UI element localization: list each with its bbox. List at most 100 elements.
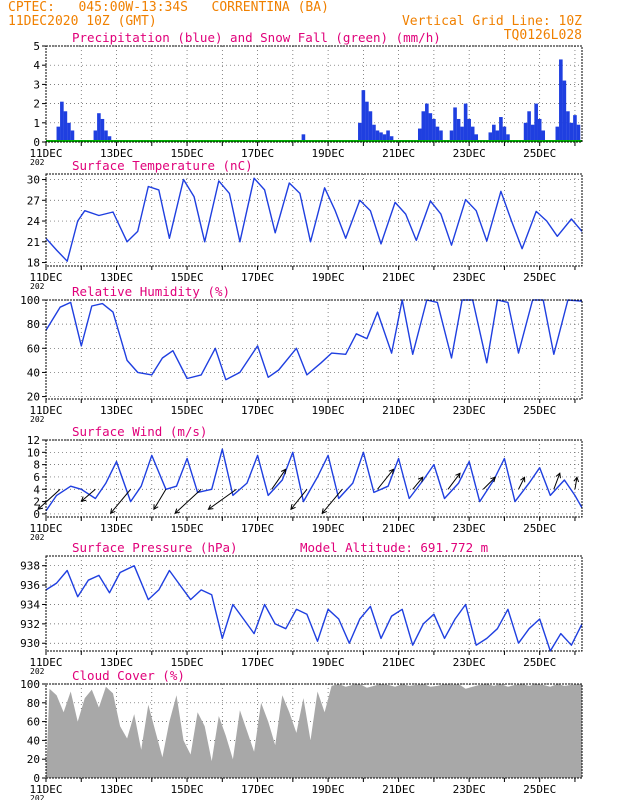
x-tick-label: 23DEC <box>453 783 486 796</box>
precip-bar <box>372 124 376 142</box>
y-tick-label: 80 <box>27 697 40 710</box>
x-tick-label: 25DEC <box>523 147 556 160</box>
y-tick-label: 2 <box>33 98 40 111</box>
wind-arrowhead <box>321 508 328 515</box>
y-tick-label: 934 <box>20 598 40 611</box>
y-tick-label: 932 <box>20 618 40 631</box>
y-tick-label: 60 <box>27 716 40 729</box>
wind-arrowhead <box>388 468 395 475</box>
precip-bar <box>301 134 306 142</box>
panel-frame <box>45 683 583 779</box>
wind-arrow <box>208 488 237 510</box>
wind-arrow <box>518 477 525 490</box>
precip-bar <box>499 117 503 142</box>
wind-arrowhead <box>455 472 461 479</box>
precip-bar <box>361 90 366 142</box>
x-tick-label: 23DEC <box>453 404 486 417</box>
precip-bar <box>358 122 362 142</box>
wind-arrow <box>174 488 202 514</box>
x-tick-label: 21DEC <box>382 404 415 417</box>
y-tick-label: 4 <box>33 59 40 72</box>
precip-bar <box>502 126 507 142</box>
x-tick-label: 11DEC <box>29 522 62 535</box>
x-tick-label: 19DEC <box>312 522 345 535</box>
x-tick-label: 11DEC <box>29 147 62 160</box>
y-tick-label: 1 <box>33 117 40 130</box>
x-tick-label: 21DEC <box>382 147 415 160</box>
x-tick-label: 21DEC <box>382 271 415 284</box>
x-tick-label: 15DEC <box>170 404 203 417</box>
x-tick-label: 13DEC <box>100 271 133 284</box>
y-tick-label: 2 <box>33 496 40 509</box>
precip-bar <box>70 130 75 142</box>
precip-bar <box>492 124 496 142</box>
precip-bar <box>389 136 394 142</box>
wind-arrowhead <box>174 508 181 514</box>
year-label: 202 <box>30 415 45 424</box>
y-tick-label: 40 <box>27 366 40 379</box>
y-tick-label: 4 <box>33 483 40 496</box>
x-tick-label: 25DEC <box>523 656 556 669</box>
precip-bar <box>534 103 538 142</box>
y-tick-label: 6 <box>33 471 40 484</box>
precip-bar <box>474 134 479 142</box>
x-tick-label: 13DEC <box>100 404 133 417</box>
y-tick-label: 0 <box>33 508 40 521</box>
wind-arrowhead <box>490 476 497 483</box>
x-tick-label: 17DEC <box>241 656 274 669</box>
wind-arrowhead <box>290 504 296 511</box>
y-tick-label: 18 <box>27 257 40 270</box>
wind-arrow <box>482 476 496 490</box>
panel-title: Cloud Cover (%) <box>72 668 185 683</box>
x-tick-label: 21DEC <box>382 522 415 535</box>
y-tick-label: 27 <box>27 194 40 207</box>
y-tick-label: 24 <box>27 215 41 228</box>
wind-arrowhead <box>207 504 214 510</box>
y-tick-label: 10 <box>27 446 40 459</box>
precip-bar <box>537 118 542 142</box>
year-label: 202 <box>30 282 45 291</box>
wind-arrowhead <box>37 504 44 510</box>
precip-bar <box>435 126 440 142</box>
x-tick-label: 11DEC <box>29 783 62 796</box>
run-id: TQ0126L028 <box>503 28 582 43</box>
series-line <box>45 565 583 652</box>
precip-bar <box>559 59 563 142</box>
precip-bar <box>93 130 98 142</box>
wind-arrowhead <box>417 476 424 483</box>
vertical-grid-note: Vertical Grid Line: 10Z <box>401 14 582 29</box>
x-tick-label: 17DEC <box>241 271 274 284</box>
x-tick-label: 23DEC <box>453 271 486 284</box>
precip-bar <box>495 130 500 142</box>
x-tick-label: 15DEC <box>170 271 203 284</box>
precip-bar <box>63 111 68 142</box>
precip-bar <box>379 132 383 142</box>
y-tick-label: 930 <box>20 637 40 650</box>
x-tick-label: 15DEC <box>170 783 203 796</box>
wind-arrowhead <box>109 508 116 515</box>
x-tick-label: 13DEC <box>100 147 133 160</box>
wind-arrowhead <box>520 476 526 483</box>
model-altitude: Model Altitude: 691.772 m <box>300 540 488 555</box>
panel-title: Surface Pressure (hPa) <box>72 540 238 555</box>
x-tick-label: 25DEC <box>523 783 556 796</box>
x-tick-label: 19DEC <box>312 656 345 669</box>
x-tick-label: 19DEC <box>312 271 345 284</box>
y-tick-label: 0 <box>33 772 40 785</box>
x-tick-label: 21DEC <box>382 783 415 796</box>
series-line <box>45 177 583 262</box>
year-label: 202 <box>30 158 45 167</box>
precip-bar <box>417 128 422 142</box>
precip-bar <box>375 130 380 142</box>
x-tick-label: 25DEC <box>523 404 556 417</box>
wind-arrow <box>553 473 561 490</box>
precip-bar <box>382 134 387 142</box>
wind-arrow <box>153 489 167 510</box>
x-tick-label: 17DEC <box>241 147 274 160</box>
wind-arrow <box>574 477 578 490</box>
precip-bar <box>576 124 581 142</box>
panel-title: Surface Temperature (nC) <box>72 158 253 173</box>
precip-bar <box>67 122 71 142</box>
precip-bar <box>97 113 101 142</box>
x-tick-label: 11DEC <box>29 404 62 417</box>
